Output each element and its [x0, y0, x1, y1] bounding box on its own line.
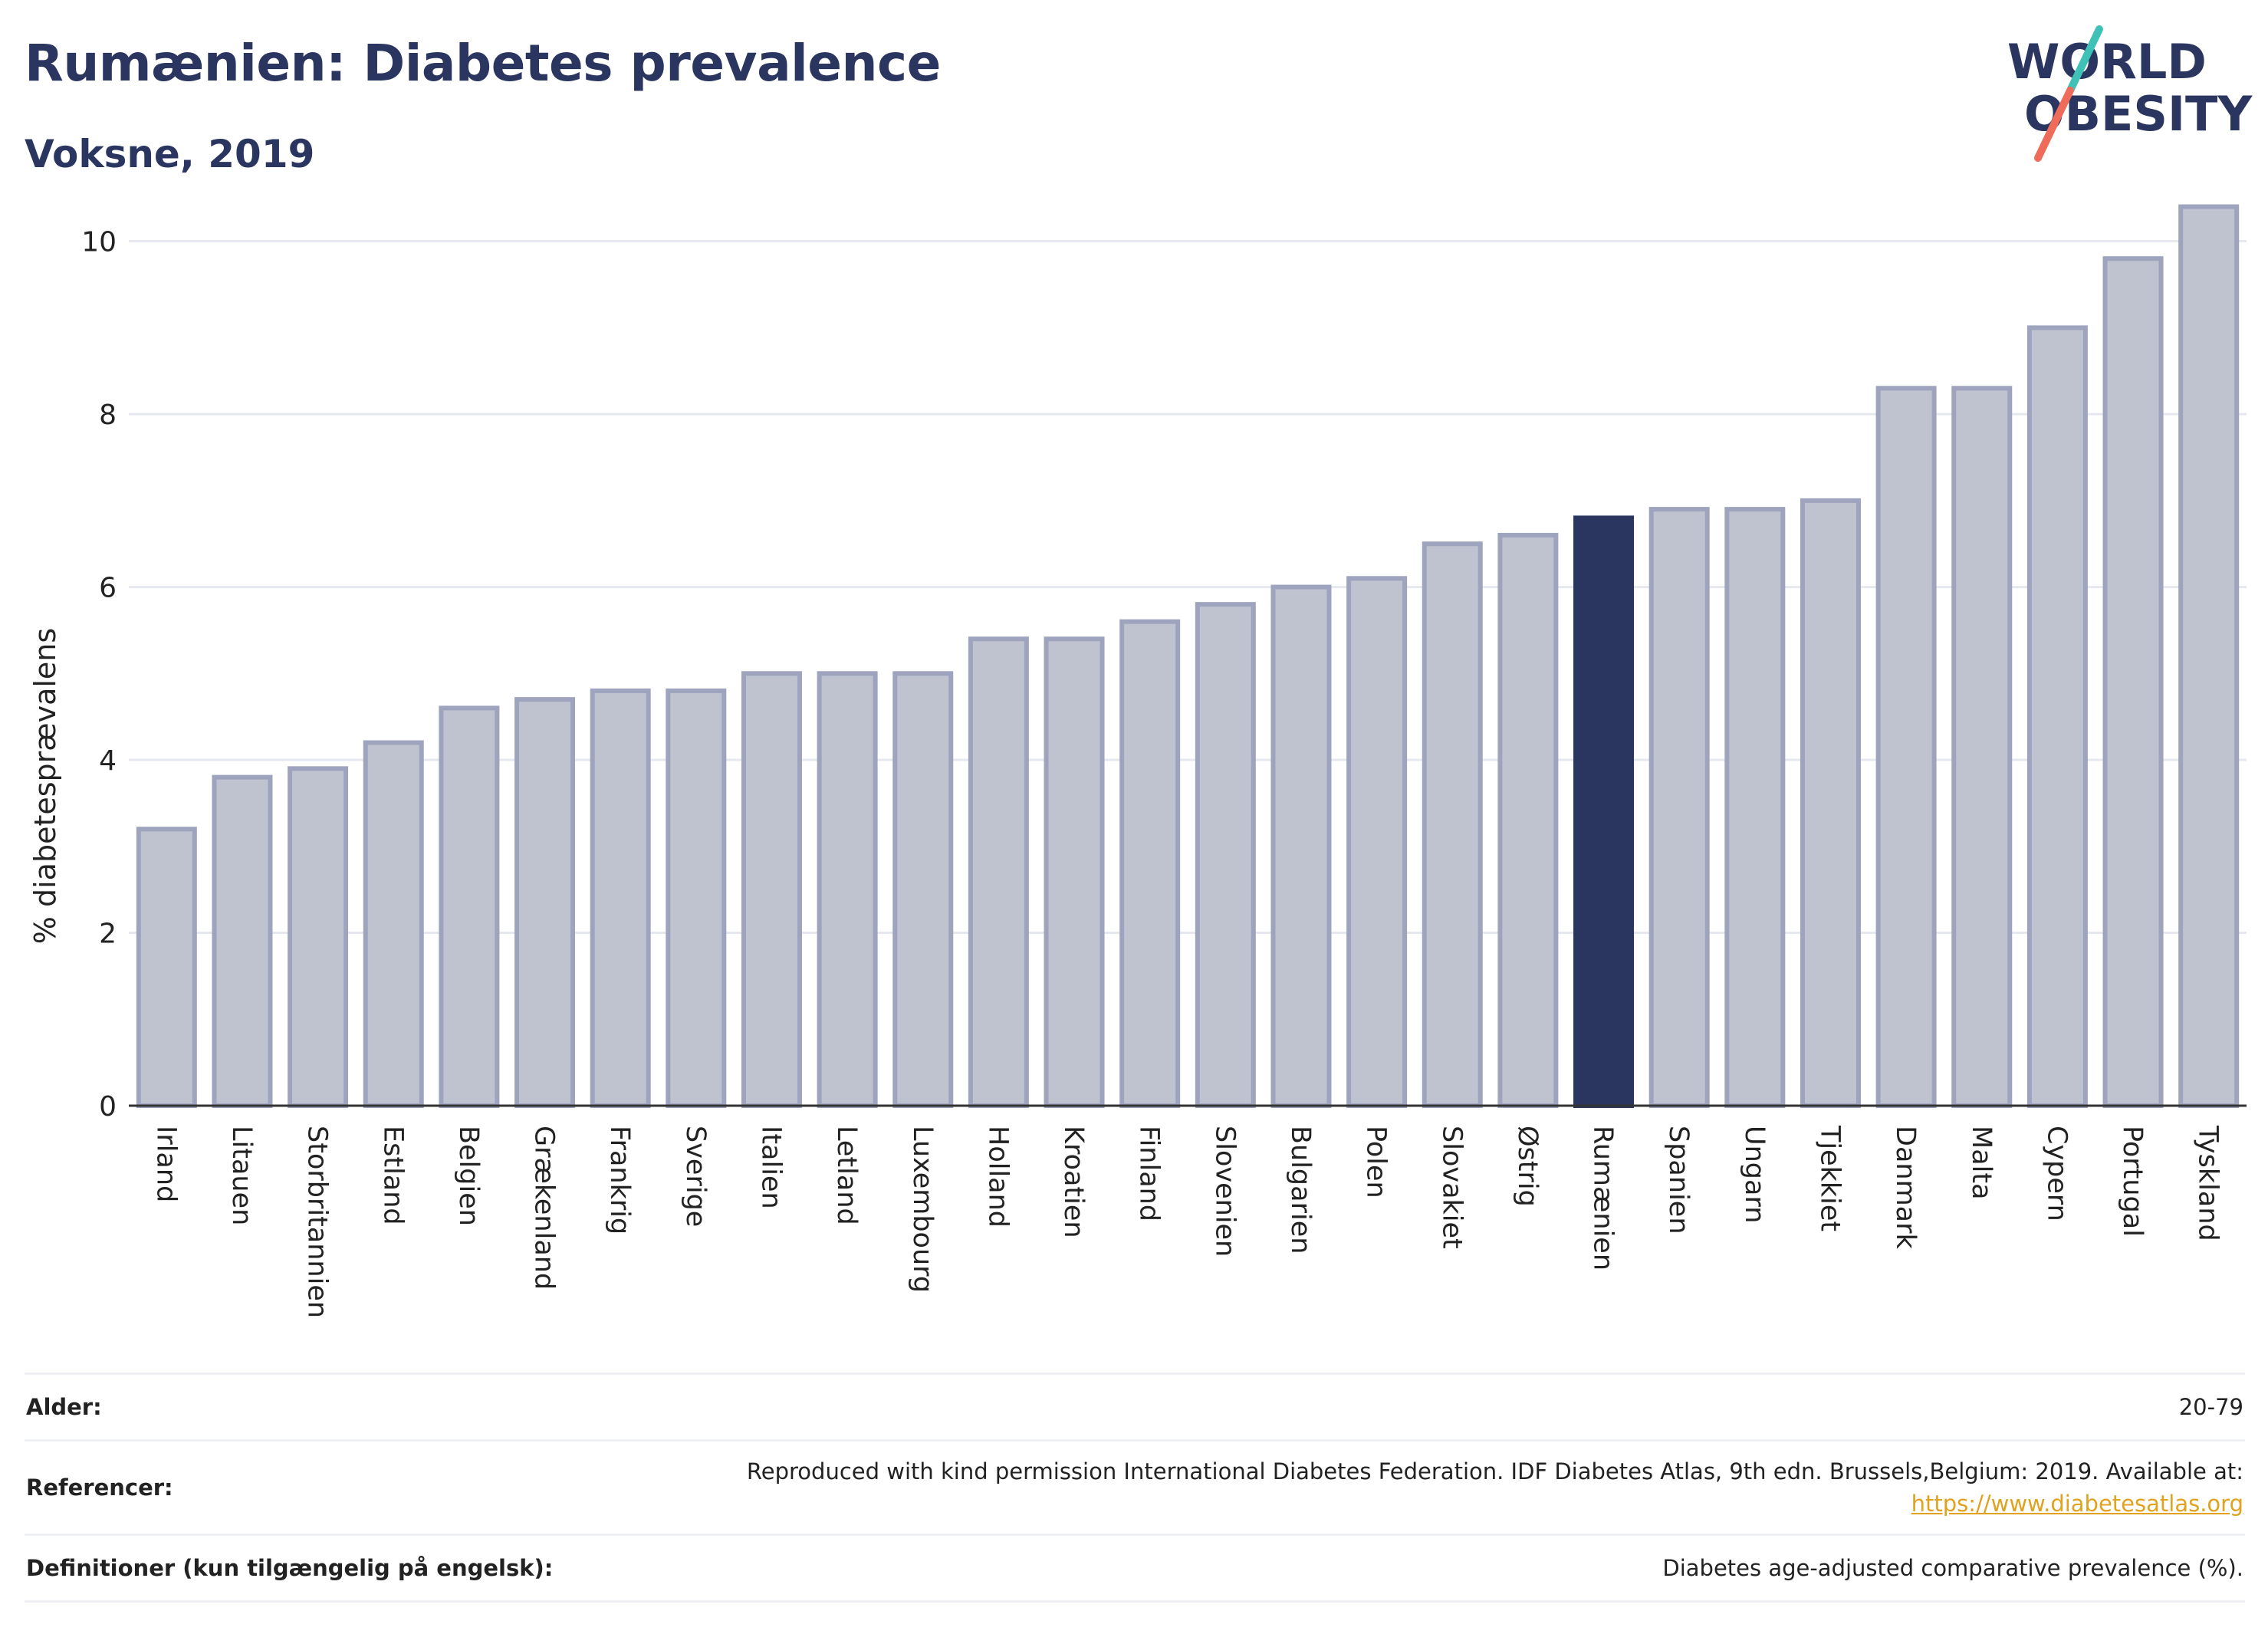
x-tick-label: Tjekkiet	[1814, 1125, 1845, 1231]
bar-Holland[interactable]	[968, 636, 1029, 1108]
logo-line1: WORLD	[2007, 34, 2207, 90]
bar-Belgien[interactable]	[439, 705, 500, 1108]
x-tick-label: Kroatien	[1058, 1126, 1089, 1238]
age-label: Alder:	[26, 1394, 102, 1420]
bar-Irland[interactable]	[136, 827, 197, 1108]
bar-Grækenland[interactable]	[514, 697, 576, 1108]
age-value: 20-79	[2178, 1394, 2243, 1420]
references-text: Reproduced with kind permission Internat…	[746, 1458, 2243, 1484]
x-tick-label: Grækenland	[529, 1126, 560, 1290]
bar-Polen[interactable]	[1346, 576, 1408, 1108]
meta-row-references: Referencer: Reproduced with kind permiss…	[25, 1440, 2245, 1535]
definitions-value: Diabetes age-adjusted comparative preval…	[1662, 1555, 2243, 1581]
x-tick-label: Ungarn	[1739, 1126, 1770, 1223]
x-tick-label: Storbritannien	[302, 1126, 333, 1318]
bar-Storbritannien[interactable]	[288, 766, 349, 1108]
references-label: Referencer:	[26, 1475, 173, 1501]
bar-Portugal[interactable]	[2102, 256, 2164, 1108]
x-tick-labels: Irland Litauen Storbritannien Estland Belgie…	[150, 1125, 2223, 1318]
y-tick-labels: 0 2 4 6 8 10	[81, 227, 117, 1123]
bar-Østrig[interactable]	[1497, 532, 1559, 1108]
bar-Tyskland[interactable]	[2178, 204, 2240, 1109]
chart-title: Rumænien: Diabetes prevalence	[25, 34, 941, 93]
meta-row-definitions: Definitioner (kun tilgængelig på engelsk…	[25, 1534, 2245, 1602]
y-tick-label: 8	[99, 399, 117, 431]
x-tick-label: Portugal	[2117, 1126, 2148, 1237]
bar-Sverige[interactable]	[666, 688, 727, 1108]
bar-Kroatien[interactable]	[1044, 636, 1105, 1108]
world-obesity-logo: WORLD OBESITY	[2007, 25, 2253, 162]
x-tick-label: Cypern	[2041, 1126, 2072, 1221]
x-tick-label: Irland	[150, 1126, 181, 1202]
x-tick-label: Frankrig	[604, 1126, 635, 1235]
x-tick-label: Luxembourg	[907, 1126, 938, 1293]
x-tick-label: Rumænien	[1588, 1126, 1619, 1271]
x-tick-label: Estland	[377, 1126, 408, 1225]
x-tick-label: Malta	[1966, 1126, 1997, 1200]
x-tick-label: Holland	[982, 1126, 1013, 1228]
y-tick-label: 6	[99, 573, 117, 604]
bar-Luxembourg[interactable]	[892, 671, 954, 1108]
references-link[interactable]: https://www.diabetesatlas.org	[1911, 1491, 2243, 1517]
bar-Spanien[interactable]	[1648, 507, 1710, 1108]
bar-Letland[interactable]	[817, 671, 878, 1108]
y-tick-label: 4	[99, 745, 117, 777]
bar-chart: 0 2 4 6 8 10 Irland Litauen Storbritannien Estla…	[28, 204, 2247, 1318]
x-tick-label: Bulgarien	[1285, 1126, 1316, 1254]
x-tick-label: Finland	[1134, 1126, 1165, 1221]
bar-Rumænien[interactable]	[1573, 515, 1635, 1108]
x-tick-label: Sverige	[680, 1126, 711, 1227]
x-tick-label: Belgien	[453, 1126, 484, 1226]
bar-Ungarn[interactable]	[1724, 507, 1786, 1108]
y-tick-label: 2	[99, 919, 117, 950]
x-tick-label: Letland	[831, 1126, 862, 1225]
y-tick-label: 0	[99, 1091, 117, 1123]
meta-row-age: Alder: 20-79	[25, 1373, 2245, 1441]
x-tick-label: Polen	[1361, 1126, 1392, 1198]
x-tick-label: Slovenien	[1209, 1126, 1240, 1257]
bars	[136, 204, 2240, 1109]
bar-Estland[interactable]	[363, 740, 424, 1109]
bar-Litauen[interactable]	[212, 774, 273, 1108]
bar-Bulgarien[interactable]	[1270, 584, 1332, 1108]
bar-Slovakiet[interactable]	[1422, 541, 1483, 1108]
bar-Italien[interactable]	[741, 671, 802, 1108]
x-tick-label: Litauen	[226, 1126, 257, 1225]
x-tick-label: Slovakiet	[1436, 1126, 1467, 1249]
metadata-table: Alder: 20-79 Referencer: Reproduced with…	[25, 1373, 2245, 1603]
x-tick-label: Tyskland	[2193, 1125, 2224, 1241]
x-tick-label: Spanien	[1663, 1126, 1694, 1235]
bar-Finland[interactable]	[1119, 619, 1181, 1108]
definitions-label: Definitioner (kun tilgængelig på engelsk…	[26, 1555, 554, 1581]
y-tick-label: 10	[81, 227, 117, 258]
bar-Frankrig[interactable]	[590, 688, 651, 1108]
logo-slash-coral	[2034, 87, 2074, 162]
bar-Tjekkiet[interactable]	[1800, 498, 1861, 1108]
logo-slash-teal	[2066, 25, 2103, 94]
bar-Cypern[interactable]	[2026, 325, 2088, 1108]
bar-Malta[interactable]	[1951, 386, 2013, 1108]
chart-subtitle: Voksne, 2019	[25, 132, 315, 176]
y-axis-label: % diabetesprævalens	[28, 628, 62, 944]
bar-Slovenien[interactable]	[1195, 602, 1256, 1108]
x-tick-label: Østrig	[1512, 1126, 1543, 1207]
bar-Danmark[interactable]	[1875, 386, 1937, 1108]
x-tick-label: Danmark	[1890, 1126, 1921, 1250]
x-tick-label: Italien	[755, 1126, 786, 1209]
